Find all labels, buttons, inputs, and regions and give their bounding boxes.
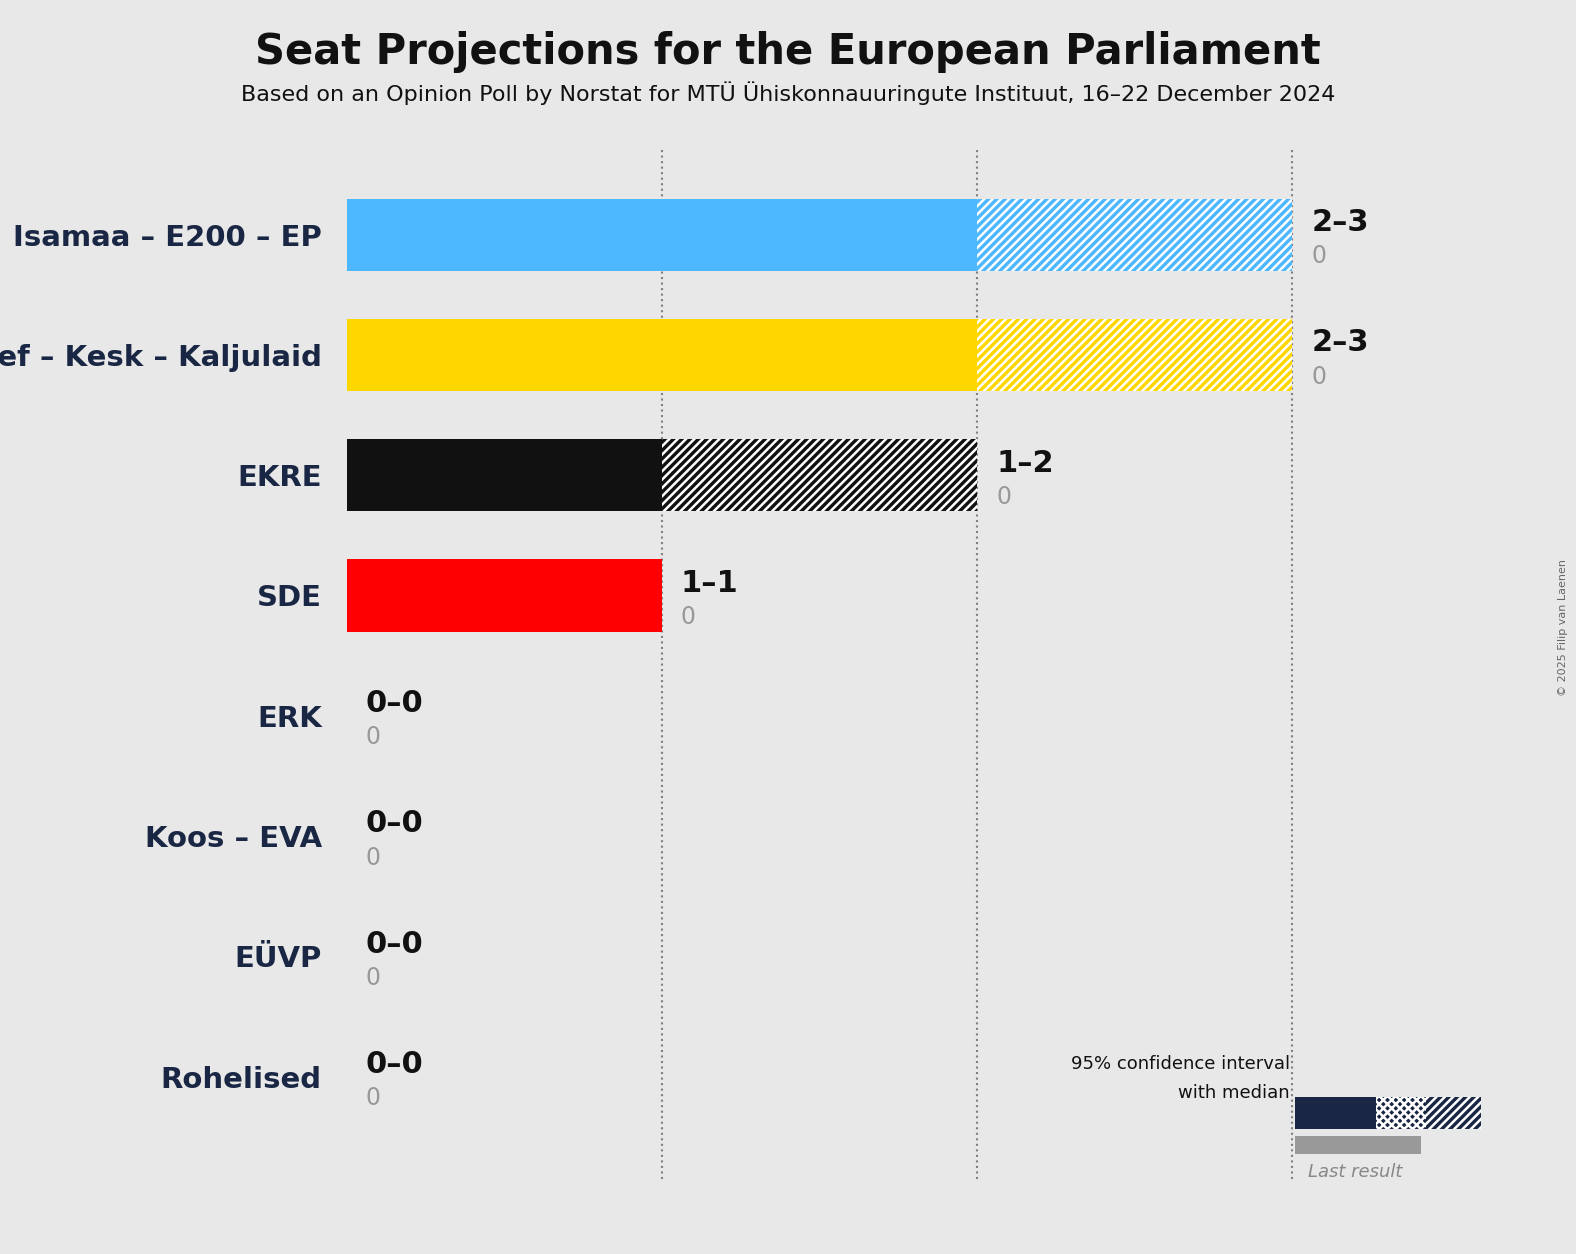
Text: 0–0: 0–0 — [366, 1050, 424, 1078]
Bar — [1376, 1096, 1426, 1129]
Text: 0: 0 — [681, 606, 697, 630]
Text: 0–0: 0–0 — [366, 690, 424, 719]
Text: 0–0: 0–0 — [366, 929, 424, 959]
Bar — [1295, 1136, 1422, 1154]
Bar — [977, 198, 1292, 271]
Text: 1–1: 1–1 — [681, 569, 739, 598]
Text: with median: with median — [1179, 1083, 1289, 1102]
Bar — [347, 198, 977, 271]
Text: Last result: Last result — [1308, 1164, 1403, 1181]
Text: Based on an Opinion Poll by Norstat for MTÜ Ühiskonnauuringute Instituut, 16–22 : Based on an Opinion Poll by Norstat for … — [241, 82, 1335, 105]
Text: 0: 0 — [366, 845, 381, 869]
Bar — [1426, 1096, 1481, 1129]
Bar — [347, 319, 977, 391]
Text: 0: 0 — [366, 966, 381, 989]
Text: 0: 0 — [366, 725, 381, 750]
Bar — [347, 439, 662, 512]
Text: 1–2: 1–2 — [996, 449, 1054, 478]
Text: Seat Projections for the European Parliament: Seat Projections for the European Parlia… — [255, 31, 1321, 73]
Text: © 2025 Filip van Laenen: © 2025 Filip van Laenen — [1559, 558, 1568, 696]
Bar — [977, 319, 1292, 391]
Text: 0: 0 — [1311, 365, 1327, 389]
Bar — [977, 198, 1292, 271]
Text: 0–0: 0–0 — [366, 810, 424, 839]
Bar — [347, 559, 662, 632]
Bar — [977, 319, 1292, 391]
Text: 0: 0 — [1311, 245, 1327, 268]
Text: 2–3: 2–3 — [1311, 329, 1368, 357]
Bar — [1295, 1096, 1376, 1129]
Text: 0: 0 — [996, 485, 1012, 509]
Text: 0: 0 — [366, 1086, 381, 1110]
Bar — [662, 439, 977, 512]
Text: 2–3: 2–3 — [1311, 208, 1368, 237]
Text: 95% confidence interval: 95% confidence interval — [1070, 1055, 1289, 1073]
Bar — [662, 439, 977, 512]
